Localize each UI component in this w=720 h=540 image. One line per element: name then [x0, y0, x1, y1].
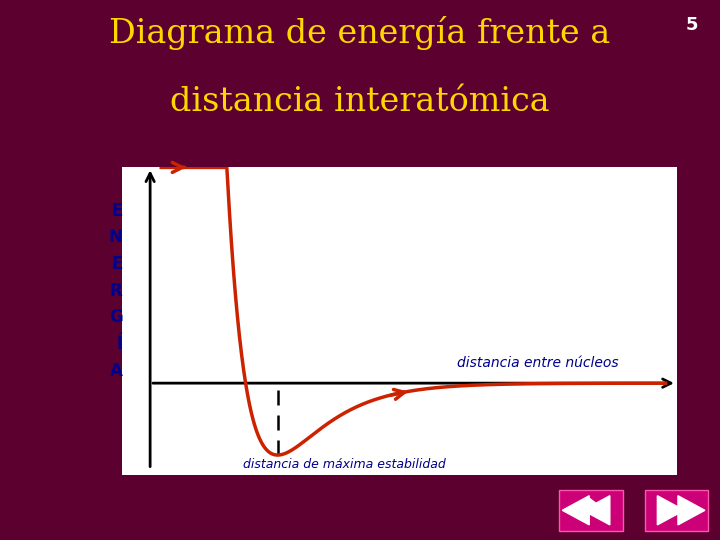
Polygon shape — [678, 496, 705, 525]
Text: distancia de máxima estabilidad: distancia de máxima estabilidad — [243, 458, 446, 471]
Text: G: G — [109, 308, 122, 326]
Text: R: R — [109, 282, 122, 300]
Bar — [644, 490, 708, 531]
Text: E: E — [111, 255, 122, 273]
Text: N: N — [109, 228, 122, 246]
Bar — [559, 490, 623, 531]
Text: Diagrama de energía frente a: Diagrama de energía frente a — [109, 16, 611, 50]
Polygon shape — [562, 496, 589, 525]
Polygon shape — [583, 496, 610, 525]
Text: Í: Í — [116, 335, 122, 353]
Polygon shape — [657, 496, 684, 525]
Text: distancia entre núcleos: distancia entre núcleos — [457, 356, 619, 370]
Polygon shape — [573, 498, 605, 510]
Text: 5: 5 — [686, 16, 698, 34]
Text: A: A — [109, 362, 122, 380]
Text: distancia interatómica: distancia interatómica — [170, 86, 550, 118]
Text: E: E — [111, 201, 122, 220]
